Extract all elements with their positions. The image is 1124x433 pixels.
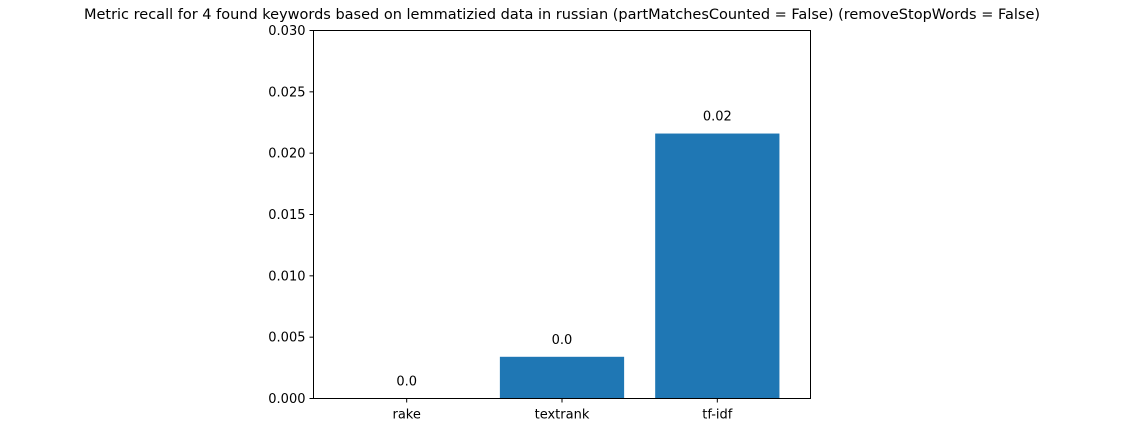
- bar-tf-idf: [655, 133, 780, 399]
- y-tick-label: 0.030: [268, 24, 305, 39]
- x-tick-label-rake: rake: [393, 408, 421, 423]
- y-tick-label: 0.025: [268, 85, 305, 100]
- x-tick-label-tf-idf: tf-idf: [702, 408, 733, 423]
- bar-textrank: [499, 356, 625, 399]
- data-label-textrank: 0.0: [552, 333, 573, 348]
- data-label-rake: 0.0: [396, 375, 417, 390]
- data-label-tf-idf: 0.02: [703, 110, 732, 125]
- y-tick-label: 0.020: [268, 147, 305, 162]
- y-tick-label: 0.015: [268, 208, 305, 223]
- y-tick-label: 0.005: [268, 331, 305, 346]
- x-tick-label-textrank: textrank: [535, 408, 590, 423]
- y-tick-label: 0.010: [268, 269, 305, 284]
- chart-title: Metric recall for 4 found keywords based…: [84, 7, 1040, 23]
- y-tick-label: 0.000: [268, 392, 305, 407]
